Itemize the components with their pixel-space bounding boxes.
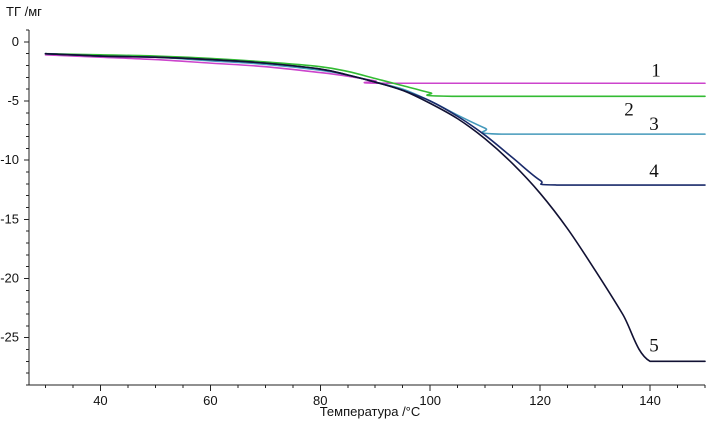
ticks: 0 -5 -10 -15 -20 -25 40 60 80 100 120 140 [0, 29, 706, 408]
y-tick-label: 0 [12, 34, 19, 49]
series-line-5 [44, 52, 706, 363]
series-label-2: 2 [624, 99, 634, 120]
x-axis-title: Температура /°C [320, 404, 421, 419]
x-tick-label: 80 [313, 393, 327, 408]
series-label-5: 5 [649, 335, 659, 356]
series-line-4 [44, 52, 706, 186]
x-tick-label: 40 [93, 393, 107, 408]
y-tick-label: -5 [7, 93, 19, 108]
y-tick-label: -10 [0, 152, 19, 167]
series-labels: 123 4 5 [624, 60, 661, 356]
y-axis-title: ТГ /мг [6, 4, 42, 19]
y-tick-label: -25 [0, 330, 19, 345]
series-group [44, 52, 706, 363]
series-line-2 [44, 52, 706, 98]
x-tick-label: 60 [203, 393, 217, 408]
y-tick-label: -20 [0, 271, 19, 286]
x-tick-label: 140 [639, 393, 661, 408]
y-tick-label: -15 [0, 211, 19, 226]
x-tick-label: 100 [419, 393, 441, 408]
series-label-1: 1 [651, 60, 661, 81]
x-tick-label: 120 [529, 393, 551, 408]
series-label-4: 4 [649, 161, 659, 182]
series-line-3 [44, 52, 706, 135]
series-line-1 [44, 54, 706, 85]
series-label-3: 3 [649, 114, 659, 135]
